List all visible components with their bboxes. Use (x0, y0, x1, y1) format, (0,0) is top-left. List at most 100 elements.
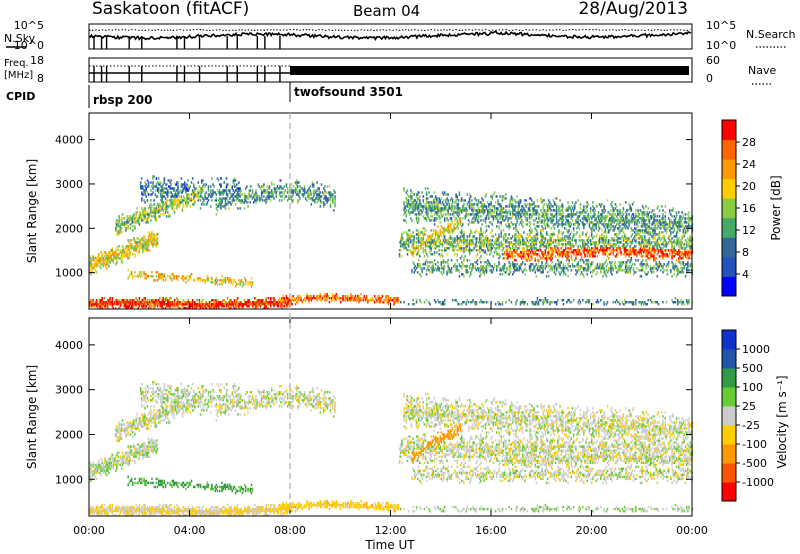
power-cell (194, 199, 196, 202)
power-cell (410, 235, 412, 238)
power-cell (475, 213, 478, 216)
power-cell (259, 199, 262, 202)
power-cell (319, 199, 322, 202)
power-cell (566, 301, 568, 304)
power-cell (524, 273, 526, 276)
power-cell (526, 223, 529, 226)
power-cell (464, 239, 466, 242)
power-cell (173, 211, 176, 214)
power-cell (536, 231, 539, 234)
power-cell (225, 305, 228, 308)
power-cell (260, 303, 263, 306)
power-cell (419, 299, 421, 302)
power-cell (479, 201, 481, 204)
power-cell (399, 237, 402, 240)
power-cell (445, 239, 447, 242)
power-cell (472, 237, 474, 240)
power-cell (264, 307, 266, 310)
power-cell (302, 193, 305, 196)
power-cell (509, 201, 512, 204)
power-cell (292, 185, 294, 188)
power-cell (520, 213, 523, 216)
power-cell (575, 221, 577, 224)
power-cell (134, 271, 136, 274)
power-cell (480, 239, 482, 242)
power-cell (432, 263, 435, 266)
power-cell (381, 301, 384, 304)
power-cell (110, 303, 112, 306)
power-cell (404, 205, 406, 208)
power-cell (115, 257, 117, 260)
power-cell (98, 255, 100, 258)
power-cell (429, 235, 431, 238)
power-cell (455, 245, 457, 248)
power-cell (488, 211, 490, 214)
power-cell (477, 241, 480, 244)
power-cell (583, 245, 585, 248)
power-cell (518, 241, 521, 244)
power-cell (265, 197, 267, 200)
power-cell (147, 249, 150, 252)
power-cell (467, 249, 470, 252)
power-cell (414, 249, 417, 252)
power-cell (181, 199, 184, 202)
power-cell (544, 243, 547, 246)
power-cell (585, 263, 587, 266)
power-cell (445, 193, 447, 196)
power-cell (559, 199, 561, 202)
power-cell (500, 221, 502, 224)
power-cell (151, 185, 153, 188)
power-cell (582, 239, 584, 242)
power-cell (113, 301, 116, 304)
power-cell (543, 211, 545, 214)
power-cell (498, 203, 500, 206)
power-cell (174, 191, 177, 194)
power-cell (488, 239, 490, 242)
power-cell (449, 207, 452, 210)
power-cell (569, 245, 571, 248)
power-cell (485, 225, 488, 228)
power-cell (482, 245, 484, 248)
power-cell (480, 237, 482, 240)
power-cell (197, 199, 199, 202)
power-cell (144, 277, 146, 280)
power-cell (576, 251, 578, 254)
power-cell (475, 199, 478, 202)
power-cell (583, 241, 585, 244)
power-cell (152, 237, 154, 240)
power-cell (124, 225, 126, 228)
power-cell (558, 219, 560, 222)
power-cell (483, 239, 486, 242)
power-cell (442, 239, 445, 242)
power-cell (162, 307, 164, 310)
power-cell (150, 207, 152, 210)
power-cell (117, 231, 119, 234)
power-cell (170, 201, 172, 204)
freq-tick-bottom: 8 (37, 72, 44, 85)
power-cell (121, 257, 124, 260)
power-cell (464, 265, 466, 268)
power-cell (250, 303, 253, 306)
power-cell (291, 189, 293, 192)
power-cell (106, 301, 108, 304)
power-cell (269, 191, 272, 194)
power-cell (548, 249, 550, 252)
power-cell (230, 203, 232, 206)
power-cell (522, 255, 524, 258)
power-cell (491, 235, 493, 238)
power-cell (277, 299, 280, 302)
power-cell (200, 187, 203, 190)
power-cell (269, 301, 272, 304)
power-cell (524, 257, 526, 260)
power-cell (437, 237, 439, 240)
power-cell (534, 241, 536, 244)
power-cell (207, 277, 210, 280)
power-cell (550, 239, 552, 242)
power-cell (292, 299, 294, 302)
power-cell (523, 243, 525, 246)
power-cell (90, 273, 92, 276)
power-cell (176, 275, 178, 278)
power-cell (431, 269, 434, 272)
power-cell (121, 245, 124, 248)
power-cell (523, 213, 525, 216)
